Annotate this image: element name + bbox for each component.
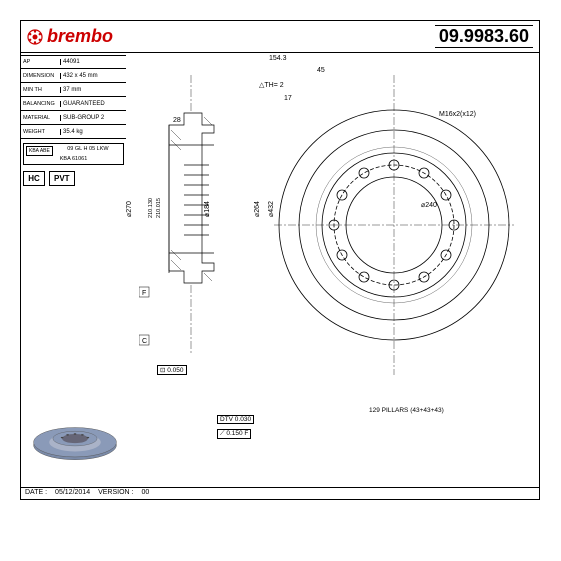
footer: DATE : 05/12/2014 VERSION : 00 (21, 487, 539, 499)
hc-badge: HC (23, 171, 45, 186)
drawing-area: 154.3 45 △TH= 2 17 28 (129, 55, 535, 479)
side-view: F C (139, 75, 244, 355)
cert-box: KBA ABE 09 GL H 05 LKW KBA 61061 (23, 143, 124, 165)
tol-dtv: DTV 0.030 (217, 415, 254, 424)
datum-c: C (142, 338, 147, 345)
spec-row: BALANCINGGUARANTEED (21, 97, 126, 111)
dim-45: 45 (317, 67, 325, 74)
badge-row: HC PVT (23, 171, 124, 186)
date-value: 05/12/2014 (55, 489, 90, 498)
spec-row: WEIGHT35.4 kg (21, 125, 126, 139)
pvt-badge: PVT (49, 171, 75, 186)
brand-text: brembo (47, 26, 113, 47)
page: brembo 09.9983.60 AP44091 DIMENSION432 x… (0, 0, 561, 561)
tol-0050: ⊡ 0.050 (157, 365, 187, 375)
datum-f: F (142, 290, 146, 297)
spec-row: AP44091 (21, 55, 126, 69)
r210-015: 210.015 (156, 198, 162, 218)
part-number: 09.9983.60 (435, 25, 533, 48)
r210-130: 210.130 (148, 198, 154, 218)
dia-184: ⌀184 (203, 201, 211, 217)
spec-table: AP44091 DIMENSION432 x 45 mm MIN TH37 mm… (21, 55, 126, 192)
date-label: DATE : (25, 489, 47, 498)
dia-264: ⌀264 (253, 201, 261, 217)
spec-row: MIN TH37 mm (21, 83, 126, 97)
version-value: 00 (142, 489, 150, 498)
dim-154: 154.3 (269, 55, 287, 62)
logo-icon (27, 29, 43, 45)
spec-row: MATERIALSUB-GROUP 2 (21, 111, 126, 125)
brembo-logo: brembo (27, 26, 113, 47)
dia-240: ⌀240 (421, 201, 437, 209)
drawing-sheet: brembo 09.9983.60 AP44091 DIMENSION432 x… (20, 20, 540, 500)
header: brembo 09.9983.60 (21, 21, 539, 53)
front-view (274, 75, 514, 375)
thumbnail-3d (29, 422, 121, 473)
tol-0150: ⟋ 0.150 F (217, 429, 251, 439)
dia-270: ⌀270 (125, 201, 133, 217)
spec-row: DIMENSION432 x 45 mm (21, 69, 126, 83)
version-label: VERSION : (98, 489, 133, 498)
pillars-note: 129 PILLARS (43+43+43) (369, 407, 444, 414)
bolt-spec: M16x2(x12) (439, 111, 476, 118)
